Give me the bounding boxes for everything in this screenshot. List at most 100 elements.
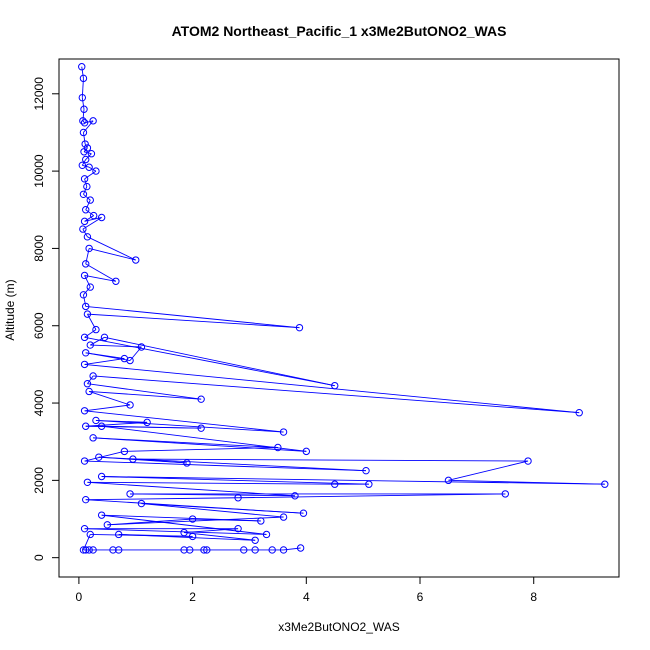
data-point xyxy=(203,546,211,554)
data-point xyxy=(279,546,288,554)
plot-frame xyxy=(58,58,620,578)
x-tick-label: 8 xyxy=(530,590,537,604)
series-line-segment xyxy=(85,209,94,216)
series-line-segment xyxy=(81,97,85,110)
data-point xyxy=(85,387,93,396)
y-tick-label: 8000 xyxy=(32,235,46,262)
data-point xyxy=(79,128,88,137)
series-line-segment xyxy=(101,425,202,429)
data-point xyxy=(78,93,87,102)
series-line-segment xyxy=(85,305,300,329)
x-tick-label: 0 xyxy=(76,590,83,604)
data-point xyxy=(83,182,91,191)
series-line-segment xyxy=(85,199,91,210)
data-point xyxy=(137,343,146,351)
data-point xyxy=(524,457,532,465)
series-line-segment xyxy=(84,410,284,433)
series-line-segment xyxy=(141,503,304,514)
series-line-segment xyxy=(93,437,278,448)
series-lines xyxy=(81,66,605,551)
y-tick-label: 12000 xyxy=(32,77,46,111)
data-point xyxy=(80,524,89,533)
data-point xyxy=(575,409,583,417)
series-line-segment xyxy=(81,66,84,79)
y-tick-label: 6000 xyxy=(32,312,46,339)
x-tick-label: 6 xyxy=(417,590,424,604)
series-line-segment xyxy=(101,476,369,485)
series-line-segment xyxy=(88,391,131,406)
x-axis-label: x3Me2ButONO2_WAS xyxy=(278,620,400,634)
data-point xyxy=(331,381,339,390)
data-point xyxy=(79,546,88,554)
data-point xyxy=(81,140,89,148)
data-point xyxy=(86,196,94,204)
data-point xyxy=(291,492,299,500)
data-point xyxy=(82,349,90,357)
series-line-segment xyxy=(88,166,97,172)
data-point xyxy=(82,206,90,214)
series-line-segment xyxy=(90,344,142,348)
y-tick-label: 4000 xyxy=(32,389,46,416)
data-point xyxy=(89,546,97,554)
data-point xyxy=(188,515,197,523)
series-line-segment xyxy=(448,460,529,481)
series-line-segment xyxy=(83,294,87,307)
data-point xyxy=(188,532,197,541)
series-line-segment xyxy=(84,336,335,387)
data-point xyxy=(78,161,87,170)
data-point xyxy=(80,217,89,226)
series-line-segment xyxy=(87,481,335,485)
series-line-segment xyxy=(107,518,193,526)
series-line-segment xyxy=(132,458,187,464)
data-point xyxy=(200,546,208,554)
data-point xyxy=(79,117,87,125)
data-point xyxy=(86,283,94,291)
data-point xyxy=(89,372,97,380)
data-point xyxy=(137,499,146,508)
data-point xyxy=(85,244,93,253)
data-point xyxy=(82,302,90,311)
series-line-segment xyxy=(87,236,136,261)
series-line-segment xyxy=(95,419,284,433)
data-point xyxy=(186,546,194,554)
chart-title: ATOM2 Northeast_Pacific_1 x3Me2ButONO2_W… xyxy=(172,23,507,39)
data-point xyxy=(89,434,97,442)
x-tick-label: 2 xyxy=(189,590,196,604)
y-axis-label: Altitude (m) xyxy=(3,279,17,340)
data-point xyxy=(362,466,370,475)
data-point xyxy=(97,472,106,481)
series-line-segment xyxy=(85,153,92,160)
data-point xyxy=(82,546,90,554)
series-line-segment xyxy=(184,528,239,533)
data-point xyxy=(79,225,87,233)
data-point xyxy=(234,524,242,533)
data-point xyxy=(143,418,151,427)
series-line-segment xyxy=(84,275,91,288)
series-line-segment xyxy=(84,143,88,149)
data-point xyxy=(82,155,90,164)
series-line-segment xyxy=(83,120,94,133)
data-point xyxy=(95,453,103,461)
data-point xyxy=(83,478,92,486)
data-point xyxy=(129,455,137,463)
series-line-segment xyxy=(89,247,136,261)
series-line-segment xyxy=(84,460,367,472)
data-point xyxy=(86,341,94,349)
data-point xyxy=(80,119,89,127)
data-point xyxy=(89,211,98,220)
data-point xyxy=(240,546,248,554)
series-line-segment xyxy=(85,263,117,282)
data-point xyxy=(126,490,134,498)
data-point xyxy=(197,395,205,403)
series-line-segment xyxy=(84,170,97,180)
series-line-segment xyxy=(124,447,278,452)
series-line-segment xyxy=(141,503,284,518)
series-line-segment xyxy=(84,528,267,535)
series-line-segment xyxy=(83,132,86,145)
series-points xyxy=(78,63,609,554)
data-point xyxy=(79,190,88,198)
data-point xyxy=(82,422,90,430)
data-point xyxy=(80,360,89,369)
series-line-segment xyxy=(90,534,193,537)
